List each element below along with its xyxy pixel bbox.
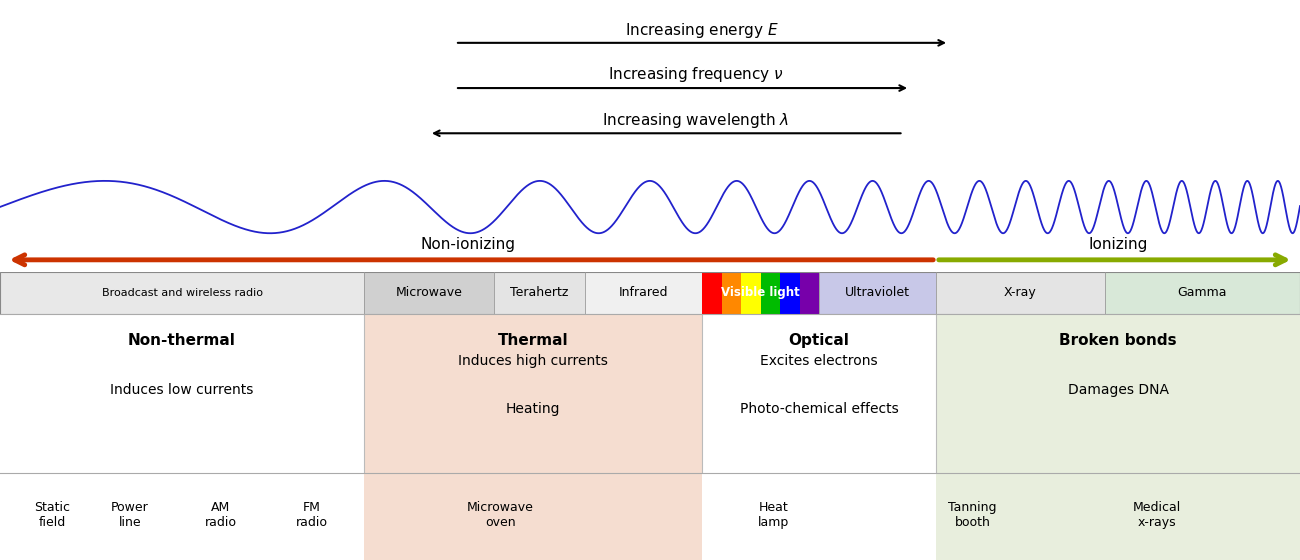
- Text: Non-thermal: Non-thermal: [129, 333, 235, 348]
- Bar: [702, 272, 722, 314]
- Bar: [936, 314, 1300, 473]
- Text: Gamma: Gamma: [1178, 286, 1227, 299]
- Bar: [936, 473, 1300, 560]
- Text: FM
radio: FM radio: [296, 501, 328, 529]
- Text: Medical
x-rays: Medical x-rays: [1132, 501, 1182, 529]
- Bar: [702, 314, 936, 473]
- Text: Excites electrons: Excites electrons: [760, 354, 878, 368]
- Bar: [0, 314, 364, 473]
- Text: Heat
lamp: Heat lamp: [758, 501, 789, 529]
- Bar: [364, 473, 702, 560]
- Text: Ultraviolet: Ultraviolet: [845, 286, 910, 299]
- Bar: [0, 272, 364, 314]
- Bar: [364, 272, 494, 314]
- Bar: [1105, 272, 1300, 314]
- Text: Power
line: Power line: [111, 501, 150, 529]
- Text: Tanning
booth: Tanning booth: [948, 501, 997, 529]
- Bar: [585, 272, 702, 314]
- Text: Ionizing: Ionizing: [1088, 237, 1148, 252]
- Text: Optical: Optical: [789, 333, 849, 348]
- Text: Static
field: Static field: [34, 501, 70, 529]
- Text: Increasing wavelength $\lambda$: Increasing wavelength $\lambda$: [602, 111, 789, 130]
- Bar: [702, 473, 936, 560]
- Text: Broadcast and wireless radio: Broadcast and wireless radio: [101, 288, 263, 297]
- Text: Induces high currents: Induces high currents: [458, 354, 608, 368]
- Text: Microwave
oven: Microwave oven: [467, 501, 534, 529]
- Bar: [780, 272, 800, 314]
- Bar: [722, 272, 741, 314]
- Bar: [800, 272, 819, 314]
- Text: Thermal: Thermal: [498, 333, 568, 348]
- Text: Increasing energy $E$: Increasing energy $E$: [625, 21, 779, 40]
- Text: AM
radio: AM radio: [205, 501, 237, 529]
- Bar: [741, 272, 760, 314]
- Text: Broken bonds: Broken bonds: [1060, 333, 1176, 348]
- Text: Heating: Heating: [506, 402, 560, 417]
- Text: Increasing frequency $\nu$: Increasing frequency $\nu$: [607, 66, 784, 85]
- Text: Visible light: Visible light: [722, 286, 800, 299]
- Text: Microwave: Microwave: [395, 286, 463, 299]
- Text: Terahertz: Terahertz: [511, 286, 568, 299]
- Bar: [0, 473, 364, 560]
- Text: Non-ionizing: Non-ionizing: [420, 237, 516, 252]
- Text: Infrared: Infrared: [619, 286, 668, 299]
- Bar: [760, 272, 780, 314]
- Text: Induces low currents: Induces low currents: [111, 383, 254, 397]
- Bar: [819, 272, 936, 314]
- Bar: [364, 314, 702, 473]
- Bar: [494, 272, 585, 314]
- Text: Damages DNA: Damages DNA: [1067, 383, 1169, 397]
- Bar: [936, 272, 1105, 314]
- Text: Photo-chemical effects: Photo-chemical effects: [740, 402, 898, 417]
- Text: X-ray: X-ray: [1004, 286, 1037, 299]
